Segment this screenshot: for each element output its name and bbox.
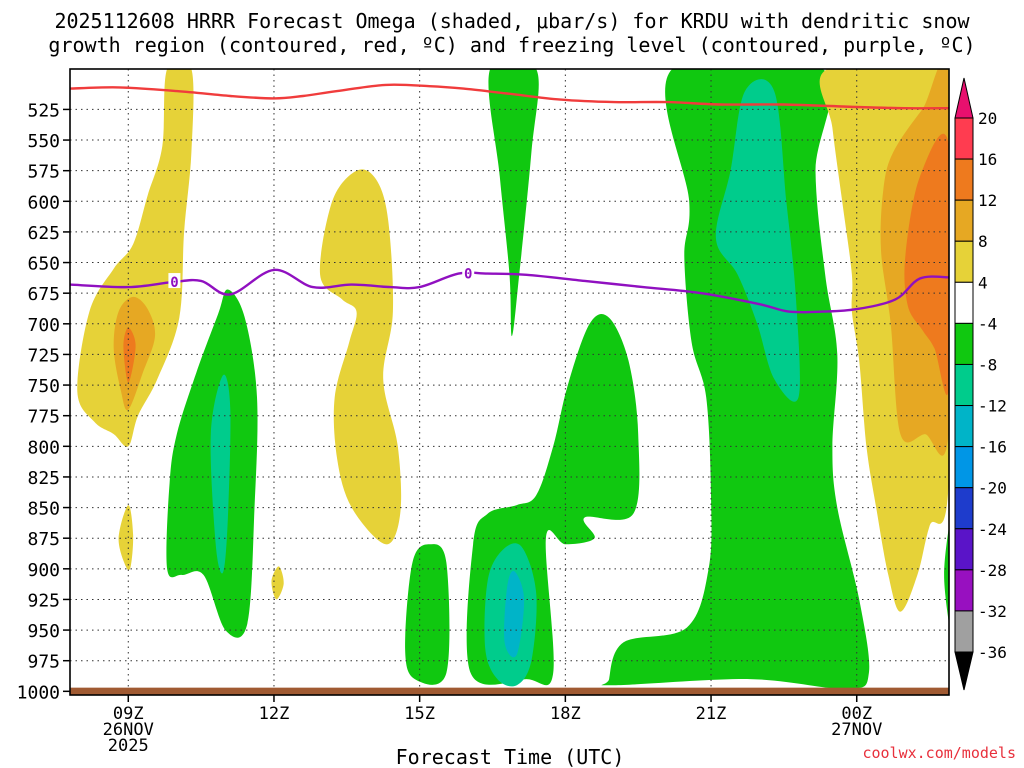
colorbar-label: -28 (978, 561, 1007, 580)
contour-lines: 00 (70, 83, 949, 314)
y-tick-label-800: 800 (27, 437, 60, 458)
omega-neg-8-hour11 (210, 374, 231, 574)
freezing-level-line (70, 268, 949, 314)
colorbar-segment (954, 528, 974, 571)
dgz-contour-line (70, 83, 949, 110)
omega-neg-4-hour15 (405, 544, 450, 685)
colorbar-label: 4 (978, 273, 988, 292)
omega-pos-12-hour25 (904, 133, 949, 395)
omega-pos-4-hour12 (271, 566, 284, 600)
colorbar-label: -36 (978, 643, 1007, 662)
colorbar-label: -16 (978, 438, 1007, 457)
y-tick-label-675: 675 (27, 284, 60, 305)
x-tick-date-09Z: 26NOV (103, 720, 154, 740)
colorbar-label: 16 (978, 150, 997, 169)
colorbar: 20 16 12 8 4 -4 -8 -12 -16 -20 -24 -28 -32 -36 (954, 77, 1007, 691)
colorbar-bottom-arrow (954, 651, 974, 691)
colorbar-label: -8 (978, 355, 997, 374)
y-tick-label-975: 975 (27, 652, 60, 673)
omega-pos-4-hour9 (77, 69, 194, 447)
colorbar-label: -4 (978, 314, 997, 333)
y-tick-label-950: 950 (27, 621, 60, 642)
y-tick-label-925: 925 (27, 590, 60, 611)
colorbar-segment (954, 117, 974, 160)
colorbar-label: -12 (978, 397, 1007, 416)
y-tick-label-575: 575 (27, 162, 60, 183)
omega-neg-4-hour17-col (488, 69, 539, 337)
omega-pos-4-hour9-low (118, 505, 134, 571)
colorbar-segment (954, 240, 974, 283)
colorbar-segment (954, 487, 974, 530)
omega-neg-4-hour26-edge (944, 525, 949, 624)
colorbar-segment (954, 158, 974, 201)
ground-strip (70, 687, 949, 695)
x-tick-label-15Z: 15Z (404, 704, 435, 724)
y-tick-label-875: 875 (27, 529, 60, 550)
x-tick-label-09Z: 09Z (113, 704, 144, 724)
y-axis: 525 550 575 600 625 650 675 700 725 750 775 800 825 8… (17, 100, 70, 703)
colorbar-segment (954, 446, 974, 489)
x-tick-label-00Z: 00Z (841, 704, 872, 724)
omega-neg-12-hour17 (504, 570, 525, 658)
y-tick-label-725: 725 (27, 345, 60, 366)
freezing-level-label-2: 0 (464, 267, 472, 283)
colorbar-label: 20 (978, 109, 997, 128)
y-tick-label-525: 525 (27, 100, 60, 121)
colorbar-top-arrow (954, 77, 974, 119)
colorbar-label: -32 (978, 602, 1007, 621)
y-tick-label-650: 650 (27, 254, 60, 275)
x-tick-label-12Z: 12Z (259, 704, 290, 724)
omega-pos-4-hour14 (319, 169, 402, 545)
colorbar-label: 12 (978, 191, 997, 210)
plot-frame (69, 68, 950, 696)
colorbar-segment (954, 199, 974, 242)
y-tick-label-600: 600 (27, 192, 60, 213)
omega-neg-8-hour22 (715, 79, 800, 402)
x-tick-label-18Z: 18Z (550, 704, 581, 724)
omega-neg-4-hour22 (601, 69, 870, 689)
colorbar-segment (954, 363, 974, 407)
colorbar-label: -20 (978, 479, 1007, 498)
freezing-label-bg (462, 264, 475, 280)
colorbar-segment (954, 405, 974, 448)
omega-field (77, 69, 949, 689)
colorbar-label: -24 (978, 520, 1007, 539)
colorbar-label: 8 (978, 232, 988, 251)
colorbar-segment (954, 322, 974, 365)
x-axis-label: Forecast Time (UTC) (396, 745, 625, 768)
chart-title-line2: growth region (contoured, red, ºC) and f… (48, 33, 975, 57)
y-tick-label-825: 825 (27, 468, 60, 489)
y-tick-label-700: 700 (27, 315, 60, 336)
y-tick-label-550: 550 (27, 131, 60, 152)
y-tick-label-625: 625 (27, 223, 60, 244)
x-tick-year-09Z: 2025 (108, 736, 149, 756)
credit-text: coolwx.com/models (862, 744, 1016, 762)
freezing-level-label-1: 0 (170, 275, 178, 291)
y-tick-label-1000: 1000 (17, 682, 60, 703)
y-tick-label-900: 900 (27, 560, 60, 581)
chart-title-line1: 2025112608 HRRR Forecast Omega (shaded, … (54, 9, 970, 33)
freezing-label-bg (168, 273, 181, 289)
x-tick-date-00Z: 27NOV (831, 720, 882, 740)
colorbar-segment (954, 281, 974, 324)
colorbar-segment (954, 610, 974, 653)
colorbar-segment (954, 569, 974, 612)
y-tick-label-850: 850 (27, 499, 60, 520)
x-tick-label-21Z: 21Z (696, 704, 727, 724)
y-tick-label-750: 750 (27, 376, 60, 397)
y-tick-label-775: 775 (27, 407, 60, 428)
ground-layer (70, 687, 949, 695)
omega-pos-12-hour9 (123, 327, 136, 383)
